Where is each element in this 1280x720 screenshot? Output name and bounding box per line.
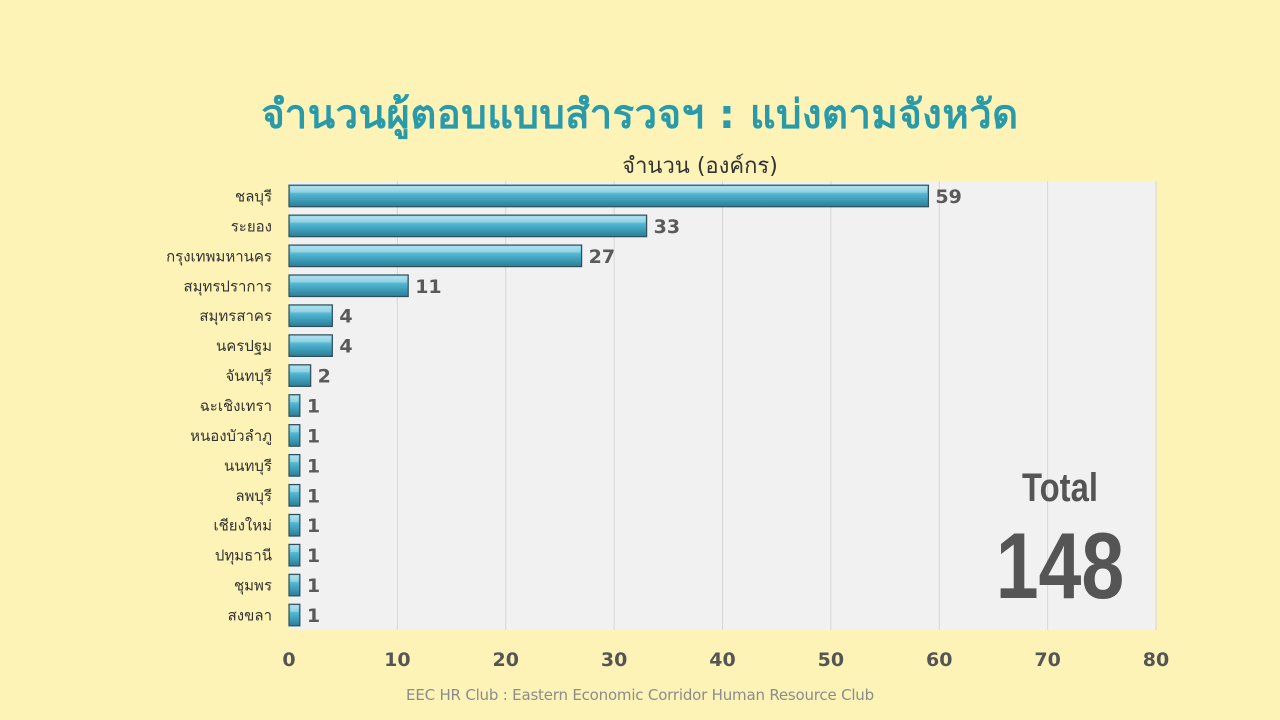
x-tick-label: 80	[1143, 649, 1169, 671]
category-label: ชุมพร	[234, 577, 272, 596]
total-value: 148	[995, 513, 1125, 618]
bar-highlight	[290, 486, 299, 493]
category-label: กรุงเทพมหานคร	[166, 247, 272, 266]
bars	[288, 184, 930, 627]
data-label: 27	[589, 246, 615, 268]
data-label: 1	[307, 545, 320, 567]
bar	[288, 364, 312, 387]
category-label: สงขลา	[228, 607, 272, 625]
bar	[288, 244, 583, 268]
bar-highlight	[290, 396, 299, 403]
category-label: ลพบุรี	[235, 487, 272, 506]
x-tick-label: 0	[282, 649, 295, 671]
data-label: 1	[307, 485, 320, 507]
category-label: หนองบัวลำภู	[190, 427, 272, 445]
data-label: 59	[935, 186, 961, 208]
bar	[288, 214, 648, 238]
bar-highlight	[290, 515, 299, 522]
bar	[288, 274, 409, 298]
category-label: ระยอง	[231, 217, 272, 235]
x-tick-labels: 0 10 20 30 40 50 60 70 80	[282, 649, 1169, 671]
x-tick-label: 60	[926, 649, 952, 671]
bar-highlight	[290, 426, 299, 433]
bar-highlight	[290, 306, 331, 313]
bar	[288, 453, 301, 477]
x-tick-label: 50	[818, 649, 844, 671]
x-tick-label: 40	[709, 649, 735, 671]
bar-highlight	[290, 456, 299, 463]
category-label: ปทุมธานี	[215, 547, 272, 566]
category-label: ฉะเชิงเทรา	[200, 397, 272, 415]
bar-highlight	[290, 575, 299, 582]
bar	[288, 304, 333, 328]
bar	[288, 394, 301, 417]
data-label: 33	[654, 216, 680, 238]
category-label: เชียงใหม่	[213, 517, 272, 535]
bar-highlight	[290, 605, 299, 612]
data-label: 2	[318, 366, 331, 388]
x-tick-label: 20	[493, 649, 519, 671]
bar-highlight	[290, 216, 646, 223]
data-label: 4	[339, 336, 352, 358]
x-tick-label: 10	[384, 649, 410, 671]
bar-highlight	[290, 545, 299, 552]
bar	[288, 334, 333, 358]
bar	[288, 424, 301, 447]
bar-highlight	[290, 276, 407, 283]
total-label: Total	[1022, 466, 1098, 510]
x-tick-label: 30	[601, 649, 627, 671]
bar	[288, 573, 301, 597]
category-label: สมุทรปราการ	[183, 277, 272, 296]
data-label: 4	[339, 306, 352, 328]
data-label: 1	[307, 455, 320, 477]
data-label: 1	[307, 605, 320, 627]
bar	[288, 603, 301, 627]
x-axis-title: จำนวน (องค์กร)	[622, 154, 778, 179]
bar	[288, 483, 301, 507]
bar-highlight	[290, 186, 927, 193]
data-label: 1	[307, 515, 320, 537]
category-labels: ชลบุรีระยองกรุงเทพมหานครสมุทรปราการสมุทร…	[166, 187, 272, 624]
category-label: นครปฐม	[216, 337, 272, 355]
data-label: 1	[307, 396, 320, 418]
data-label: 1	[307, 575, 320, 597]
bar-highlight	[290, 336, 331, 343]
data-label: 11	[415, 276, 441, 298]
bar	[288, 513, 301, 537]
slide-title: จำนวนผู้ตอบแบบสำรวจฯ : แบ่งตามจังหวัด	[261, 92, 1019, 138]
bar-highlight	[290, 366, 310, 373]
x-tick-label: 70	[1034, 649, 1060, 671]
category-label: นนทบุรี	[224, 457, 272, 476]
data-label: 1	[307, 425, 320, 447]
bar-highlight	[290, 246, 581, 253]
category-label: จันทบุรี	[225, 367, 272, 386]
bar	[288, 543, 301, 567]
category-label: สมุทรสาคร	[199, 307, 272, 326]
bar	[288, 184, 930, 208]
category-label: ชลบุรี	[235, 187, 272, 206]
footer-credit: EEC HR Club : Eastern Economic Corridor …	[406, 686, 874, 704]
